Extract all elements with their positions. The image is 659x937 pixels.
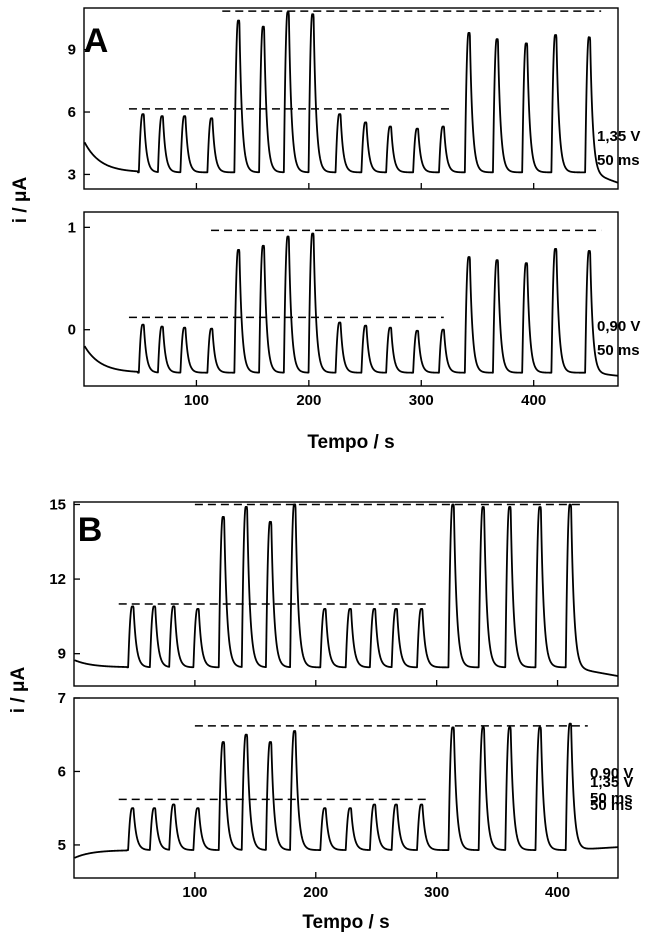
x-tick-label: 400	[545, 884, 570, 901]
current-trace	[74, 722, 619, 859]
x-axis-title: Tempo / s	[302, 912, 389, 933]
plot-frame	[73, 697, 619, 879]
current-trace	[74, 503, 619, 677]
x-tick-label: 300	[424, 884, 449, 901]
y-tick-label: 15	[49, 496, 66, 513]
plot-frame	[83, 211, 619, 387]
x-tick-label: 300	[409, 392, 434, 409]
panel-a: 3 6 9 1,35 V 50 ms 0 1 100 200 300 400 0,90 V 50 ms A…	[10, 7, 640, 453]
y-axis-title: i / μA	[8, 666, 29, 713]
subplot-lower: 5 6 7 100 200 300 400 0,90 V 50 ms	[58, 690, 634, 901]
x-tick-label: 400	[521, 392, 546, 409]
condition-label: 1,35 V	[597, 128, 640, 145]
panel-letter: A	[84, 22, 109, 60]
x-axis-title: Tempo / s	[307, 432, 394, 453]
y-axis-title: i / μA	[10, 176, 31, 223]
y-tick-label: 9	[68, 42, 76, 59]
y-tick-label: 6	[68, 104, 76, 121]
plot-frame	[83, 7, 619, 190]
y-tick-label: 9	[58, 646, 66, 663]
condition-label: 50 ms	[590, 797, 633, 814]
x-tick-label: 200	[303, 884, 328, 901]
y-tick-label: 0	[68, 322, 76, 339]
current-trace	[83, 232, 619, 377]
panel-letter: B	[78, 511, 103, 549]
y-tick-label: 12	[49, 571, 66, 588]
y-tick-label: 5	[58, 837, 66, 854]
condition-label: 1,35 V	[590, 774, 633, 791]
condition-label: 50 ms	[597, 152, 640, 169]
x-tick-label: 100	[184, 392, 209, 409]
subplot-upper: 3 6 9 1,35 V 50 ms	[68, 7, 640, 190]
subplot-lower: 0 1 100 200 300 400 0,90 V 50 ms	[68, 211, 640, 409]
x-tick-label: 200	[296, 392, 321, 409]
condition-label: 50 ms	[590, 790, 633, 807]
condition-label: 0,90 V	[597, 318, 640, 335]
condition-label: 0,90 V	[590, 765, 633, 782]
current-trace	[83, 11, 619, 184]
x-tick-label: 100	[182, 884, 207, 901]
plot-frame	[73, 501, 619, 687]
y-tick-label: 6	[58, 763, 66, 780]
y-tick-label: 7	[58, 690, 66, 707]
y-tick-label: 3	[68, 166, 76, 183]
y-tick-label: 1	[68, 219, 76, 236]
condition-label: 50 ms	[597, 342, 640, 359]
